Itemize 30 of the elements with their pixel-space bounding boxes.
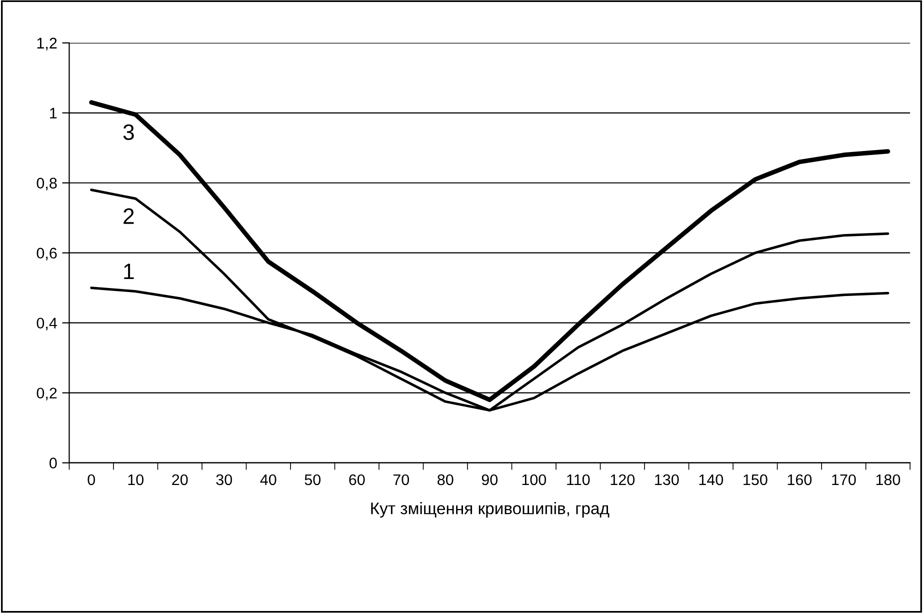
x-tick-label: 70 (393, 474, 410, 486)
series-label: 1 (124, 264, 134, 280)
x-tick-label: 130 (655, 474, 679, 486)
y-tick-label: 1 (50, 108, 57, 118)
y-tick-label: 0,8 (36, 178, 57, 190)
x-tick-label: 170 (832, 474, 856, 486)
x-tick-label: 140 (699, 474, 724, 486)
x-tick-label: 110 (567, 474, 590, 486)
x-tick-label: 10 (128, 474, 144, 486)
x-axis-title: Кут зміщення кривошипів, град (371, 502, 610, 518)
x-tick-label: 80 (438, 474, 454, 486)
x-tick-label: 0 (88, 474, 96, 486)
x-tick-label: 90 (482, 474, 498, 486)
x-tick-label: 160 (788, 474, 812, 486)
y-tick-label: 0,2 (36, 388, 57, 400)
x-tick-label: 180 (876, 474, 900, 486)
y-tick-label: 0,6 (36, 248, 57, 260)
y-tick-label: 1,2 (37, 38, 57, 50)
x-tick-label: 30 (216, 474, 232, 486)
x-tick-label: 40 (260, 474, 276, 486)
y-tick-label: 0 (50, 458, 57, 468)
x-tick-label: 150 (744, 474, 768, 486)
x-tick-label: 20 (172, 474, 188, 486)
series-label: 2 (124, 208, 134, 224)
y-tick-label: 0,4 (36, 318, 57, 330)
x-tick-label: 100 (522, 474, 546, 486)
x-tick-label: 120 (610, 474, 635, 486)
x-tick-label: 50 (304, 474, 321, 486)
series-label: 3 (123, 124, 134, 140)
x-tick-label: 60 (349, 474, 365, 486)
